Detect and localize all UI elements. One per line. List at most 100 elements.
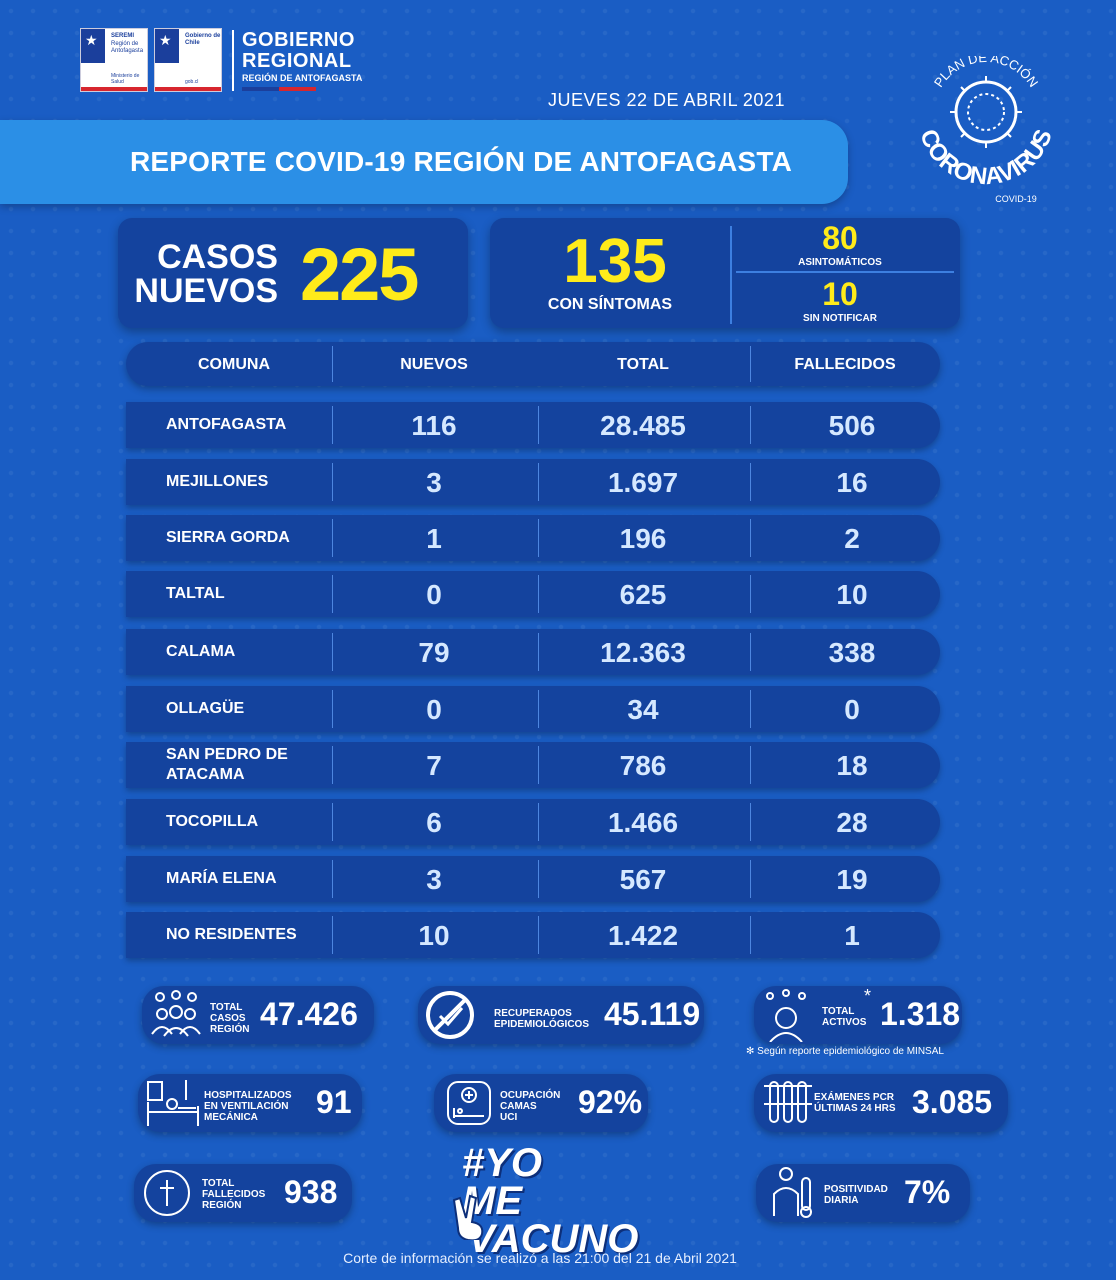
gob-line2: REGIONAL <box>242 50 352 72</box>
pcr-l2: ÚLTIMAS 24 HRS <box>814 1103 896 1114</box>
header-fallecidos: FALLECIDOS <box>794 356 896 373</box>
row-total: 34 <box>627 694 659 725</box>
gob-line1: GOBIERNO <box>242 29 355 51</box>
star-icon: ★ <box>85 32 98 48</box>
deaths-l1: TOTAL <box>202 1178 235 1189</box>
row-total: 28.485 <box>600 410 686 441</box>
row-comuna: SAN PEDRO DE ATACAMA <box>166 746 288 783</box>
row-total: 1.466 <box>607 807 679 838</box>
table-header: COMUNA NUEVOS TOTAL FALLECIDOS <box>126 342 940 386</box>
icu-l3: UCI <box>500 1112 518 1123</box>
new-cases-label-line2: NUEVOS <box>134 272 278 310</box>
deaths-card <box>134 1164 352 1222</box>
total-cases-value: 47.426 <box>260 996 358 1032</box>
recovered-l1: RECUPERADOS <box>494 1008 572 1019</box>
seremi-logo: ★ SEREMI Región de Antofagasta Ministeri… <box>80 28 148 92</box>
logo2-line2: gob.cl <box>185 79 199 85</box>
header-nuevos: NUEVOS <box>400 356 468 373</box>
gobierno-chile-logo: ★ Gobierno de Chile gob.cl <box>154 28 222 92</box>
table-row: SIERRA GORDA 1 196 2 <box>126 515 940 561</box>
cross-icon <box>144 1170 190 1216</box>
recovered-label: RECUPERADOS EPIDEMIOLÓGICOS <box>494 1008 589 1030</box>
gobierno-regional-logo: GOBIERNO REGIONAL REGIÓN DE ANTOFAGASTA <box>232 30 372 91</box>
deaths-label: TOTAL FALLECIDOS REGIÓN <box>202 1178 265 1211</box>
row-fallecidos: 16 <box>836 467 868 498</box>
report-date: JUEVES 22 DE ABRIL 2021 <box>548 90 785 110</box>
ventilated-label: HOSPITALIZADOS EN VENTILACIÓN MECÁNICA <box>204 1090 292 1123</box>
row-fallecidos: 2 <box>844 523 860 554</box>
pcr-value: 3.085 <box>912 1084 993 1120</box>
icu-value: 92% <box>578 1084 643 1120</box>
new-cases-panel <box>118 218 468 328</box>
active-cases-label: TOTAL ACTIVOS <box>822 1006 866 1028</box>
row-nuevos: 0 <box>426 694 442 725</box>
thermometer-person-icon <box>773 1167 812 1218</box>
ventilated-card <box>138 1074 362 1132</box>
icu-l1: OCUPACIÓN <box>500 1090 561 1101</box>
asymptomatic-value: 80 <box>822 220 858 256</box>
unreported-value: 10 <box>822 276 858 312</box>
new-cases-value: 225 <box>300 233 419 316</box>
coronavirus-seal-icon: PLAN DE ACCIÓN CORONAVIRUS COVID-19 <box>914 56 1058 204</box>
row-nuevos: 3 <box>426 467 442 498</box>
row-total: 12.363 <box>600 637 686 668</box>
seal-bottom-text: COVID-19 <box>995 194 1037 204</box>
logo1-line1: SEREMI <box>111 33 135 39</box>
table-row: ANTOFAGASTA 116 28.485 506 <box>126 402 940 448</box>
table-row: NO RESIDENTES 10 1.422 1 <box>126 912 940 958</box>
table-row: SAN PEDRO DE ATACAMA 7 786 18 <box>126 742 940 788</box>
gob-line3: REGIÓN DE ANTOFAGASTA <box>242 73 363 83</box>
new-cases-label-line1: CASOS <box>157 238 278 276</box>
row-fallecidos: 338 <box>828 637 876 668</box>
row-fallecidos: 28 <box>836 807 868 838</box>
row-comuna: OLLAGÜE <box>166 700 245 717</box>
ventilated-l2: EN VENTILACIÓN <box>204 1101 289 1112</box>
row-nuevos: 79 <box>418 637 450 668</box>
page-title: REPORTE COVID-19 REGIÓN DE ANTOFAGASTA <box>130 146 793 177</box>
active-cases-value: 1.318 <box>880 996 961 1032</box>
logo1-line3: Ministerio de Salud <box>111 73 140 85</box>
row-fallecidos: 1 <box>844 920 860 951</box>
logo1-line2: Región de Antofagasta <box>111 41 144 54</box>
people-group-icon <box>151 990 201 1037</box>
footer-note: Corte de información se realizó a las 21… <box>343 1250 737 1266</box>
table-row: OLLAGÜE 0 34 0 <box>126 686 940 732</box>
row-comuna: CALAMA <box>166 643 236 660</box>
table-row: TALTAL 0 625 10 <box>126 571 940 617</box>
seal-main-text: CORONAVIRUS <box>914 126 1058 191</box>
svg-text:CORONAVIRUS: CORONAVIRUS <box>914 126 1058 191</box>
test-tubes-icon <box>764 1081 812 1123</box>
row-fallecidos: 19 <box>836 864 868 895</box>
pcr-label: EXÁMENES PCR ÚLTIMAS 24 HRS <box>814 1092 896 1114</box>
row-total: 786 <box>619 750 667 781</box>
row-nuevos: 0 <box>426 579 442 610</box>
yo-me-vacuno-campaign: #YO ME VACUNO <box>462 1143 638 1259</box>
header-comuna: COMUNA <box>198 356 270 373</box>
logo2-line1: Gobierno de Chile <box>185 33 221 46</box>
row-nuevos: 7 <box>426 750 442 781</box>
row-comuna: NO RESIDENTES <box>166 926 297 943</box>
note-asterisk-icon: ✻ <box>746 1046 758 1057</box>
row-comuna: ANTOFAGASTA <box>166 416 287 433</box>
icu-label: OCUPACIÓN CAMAS UCI <box>500 1090 560 1123</box>
row-total: 1.422 <box>607 920 679 951</box>
row-nuevos: 6 <box>426 807 442 838</box>
row-total: 1.697 <box>607 467 679 498</box>
total-cases-l1: TOTAL <box>210 1002 243 1013</box>
positivity-value: 7% <box>904 1174 951 1210</box>
symptomatic-label: CON SÍNTOMAS <box>547 296 673 313</box>
row-fallecidos: 18 <box>836 750 868 781</box>
victory-hand-icon <box>452 1194 484 1240</box>
ventilator-bed-icon <box>147 1080 199 1126</box>
deaths-value: 938 <box>284 1174 338 1210</box>
minsal-note: ✻ Según reporte epidemiológico de MINSAL <box>746 1046 944 1057</box>
symptoms-panel <box>490 218 960 328</box>
deaths-l2: FALLECIDOS <box>202 1189 266 1200</box>
row-fallecidos: 506 <box>828 410 876 441</box>
symptomatic-value: 135 <box>563 227 667 296</box>
recovered-l2: EPIDEMIOLÓGICOS <box>494 1019 590 1030</box>
total-cases-label: TOTAL CASOS REGIÓN <box>210 1002 249 1035</box>
pcr-l1: EXÁMENES PCR <box>814 1092 895 1103</box>
asymptomatic-label: ASINTOMÁTICOS <box>798 257 882 268</box>
icu-card <box>434 1074 648 1132</box>
